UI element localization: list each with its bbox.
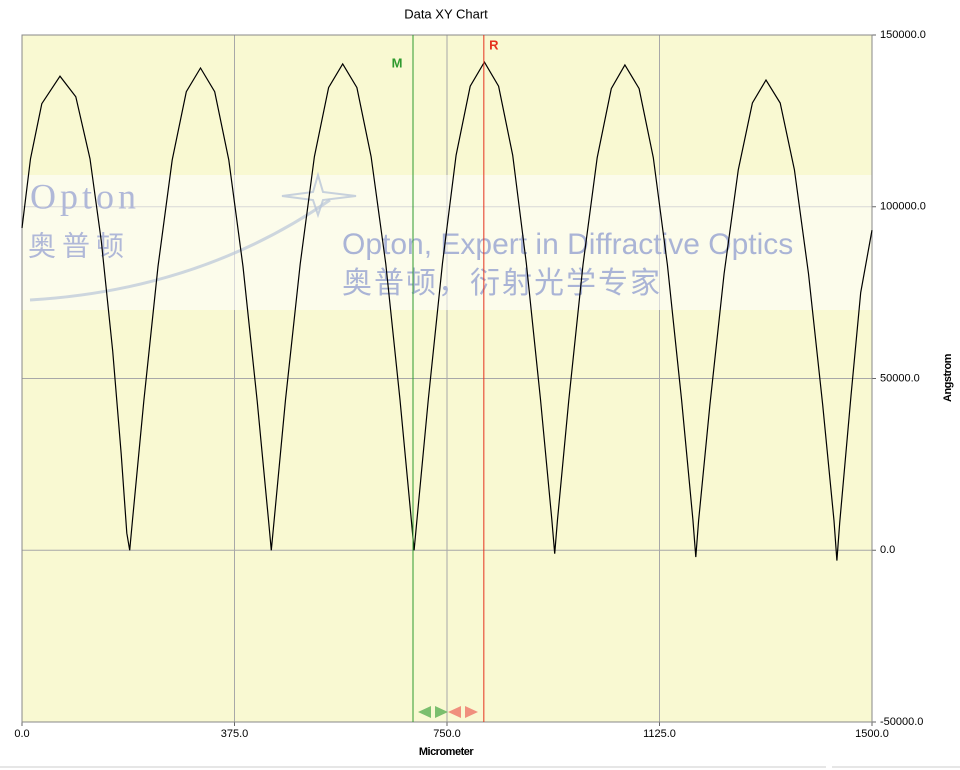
x-tick-label: 0.0: [14, 728, 29, 740]
x-tick-label: 1500.0: [855, 728, 889, 740]
x-tick-label: 750.0: [433, 728, 461, 740]
watermark-star: [281, 171, 357, 219]
plot-border: [21, 34, 873, 723]
watermark-slogan: Opton, Expert in Diffractive Optics: [342, 228, 793, 261]
cursor-arrow-r: [448, 706, 478, 718]
watermark: Opton 奥普顿 Opton, Expert in Diffractive O…: [22, 171, 872, 310]
cursor-arrow-m: [418, 706, 448, 718]
x-tick-label: 375.0: [221, 728, 249, 740]
y-tick-label: 0.0: [880, 544, 895, 556]
watermark-band: [22, 175, 872, 310]
watermark-logo-cn: 奥普顿: [28, 230, 130, 261]
watermark-slogan-cn: 奥普顿，衍射光学专家: [342, 267, 662, 300]
y-tick-label: 50000.0: [880, 372, 920, 384]
y-axis-title: Angstrom: [942, 353, 954, 402]
watermark-swoosh: [29, 198, 331, 302]
x-tick-label: 1125.0: [643, 728, 676, 740]
y-tick-label: 150000.0: [880, 29, 926, 41]
cursor-label: R: [489, 37, 499, 52]
x-axis-title: Micrometer: [419, 746, 475, 758]
cursor-label: M: [392, 55, 403, 70]
chart-title: Data XY Chart: [404, 6, 488, 21]
y-tick-label: -50000.0: [880, 716, 923, 728]
watermark-logo: Opton: [30, 176, 140, 216]
cursor-arrows: [418, 706, 478, 718]
data-line: [21, 60, 873, 561]
y-tick-label: 100000.0: [880, 201, 926, 213]
